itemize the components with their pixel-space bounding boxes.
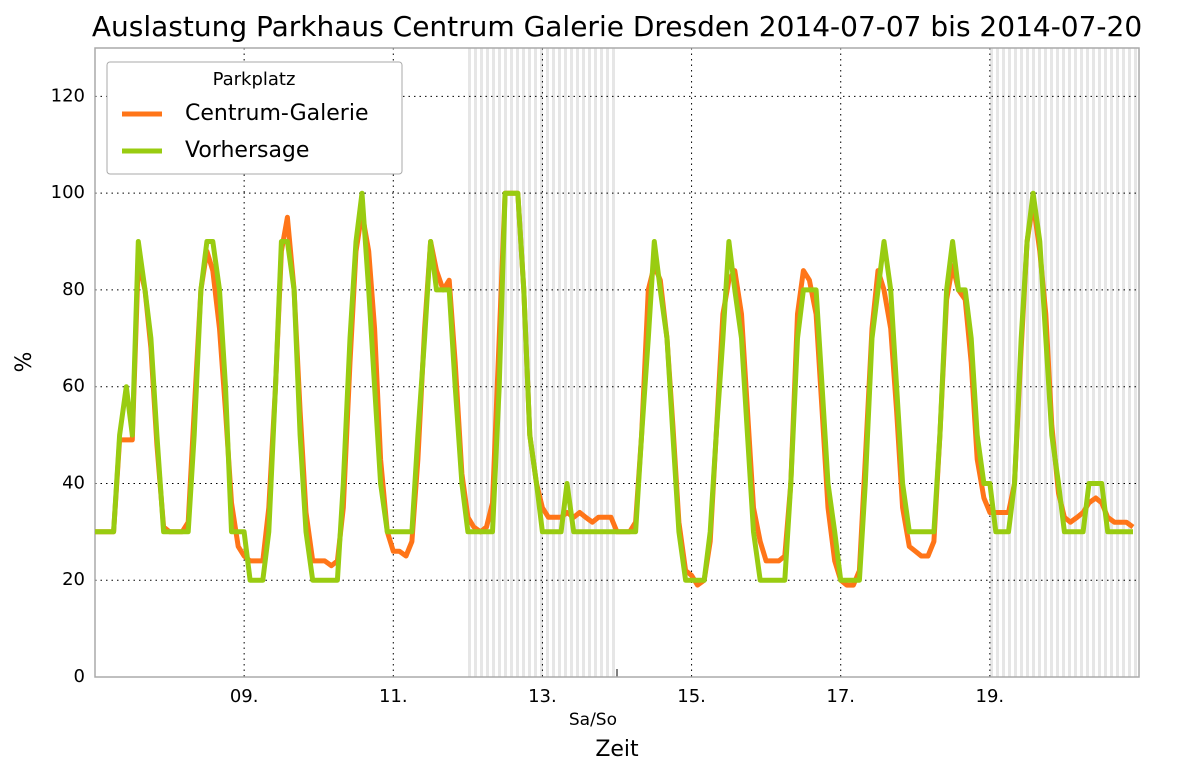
y-tick-label: 100 (51, 182, 85, 203)
legend-label: Centrum-Galerie (185, 101, 369, 126)
y-tick-label: 0 (74, 666, 85, 687)
x-tick-label: 13. (528, 686, 557, 707)
y-tick-label: 40 (62, 472, 85, 493)
chart-title: Auslastung Parkhaus Centrum Galerie Dres… (92, 10, 1142, 43)
x-tick-label: 15. (677, 686, 706, 707)
legend-box (106, 61, 403, 175)
x-tick-label: 09. (230, 686, 259, 707)
plot-frame (94, 47, 1140, 678)
legend-label: Vorhersage (185, 138, 309, 163)
y-tick-label: 20 (62, 569, 85, 590)
legend: Parkplatz Centrum-Galerie Vorhersage (106, 61, 403, 175)
y-axis-label: % (12, 352, 37, 373)
x-axis-label: Zeit (595, 737, 639, 762)
x-minor-tick-label: Sa/So (569, 710, 617, 730)
data-line (95, 190, 1133, 583)
weekend-span (989, 48, 1139, 677)
x-tick-label: 17. (826, 686, 855, 707)
y-tick-label: 80 (62, 279, 85, 300)
y-tick-label: 120 (51, 85, 85, 106)
y-tick-label: 60 (62, 376, 85, 397)
x-tick-label: 19. (976, 686, 1005, 707)
x-tick-label: 11. (379, 686, 408, 707)
legend-title: Parkplatz (213, 69, 296, 90)
